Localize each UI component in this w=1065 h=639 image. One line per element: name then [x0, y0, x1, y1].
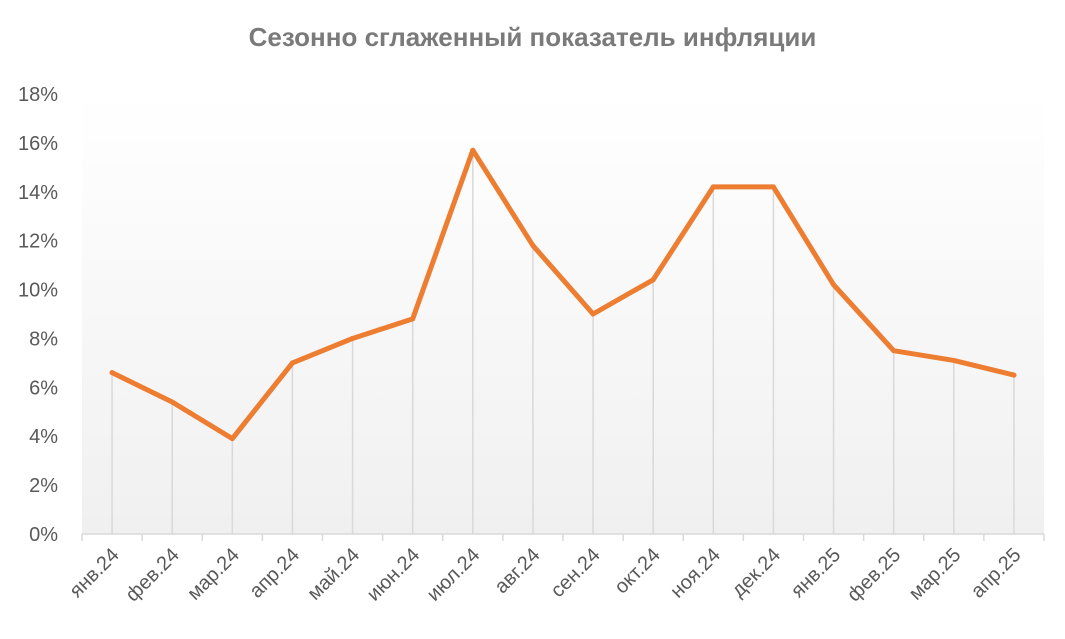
data-point [109, 370, 115, 376]
x-tick-label: мар.25 [905, 544, 966, 605]
data-point [710, 184, 716, 190]
chart-title: Сезонно сглаженный показатель инфляции [248, 22, 817, 52]
x-tick-label: ноя.24 [666, 544, 725, 603]
data-point [470, 147, 476, 153]
x-tick-label: апр.24 [245, 544, 304, 603]
y-axis-labels: 0% 2% 4% 6% 8% 10% 12% 14% 16% 18% [18, 84, 58, 546]
y-tick-label: 8% [29, 328, 58, 350]
y-tick-label: 12% [18, 231, 58, 253]
data-point [770, 184, 776, 190]
y-tick-label: 16% [18, 133, 58, 155]
data-point [650, 277, 656, 283]
x-tick-label: мар.24 [183, 544, 244, 605]
data-point [229, 436, 235, 442]
y-tick-label: 0% [29, 524, 58, 546]
plot-area [82, 94, 1044, 534]
x-tick-label: окт.24 [610, 544, 664, 598]
x-tick-label: фев.25 [843, 544, 905, 606]
data-point [530, 243, 536, 249]
x-axis-ticks [81, 534, 1045, 541]
data-point [350, 335, 356, 341]
x-tick-label: апр.25 [967, 544, 1026, 603]
data-point [590, 311, 596, 317]
data-point [1011, 372, 1017, 378]
x-tick-label: дек.24 [727, 544, 785, 602]
y-tick-label: 6% [29, 377, 58, 399]
data-point [951, 357, 957, 363]
data-point [169, 399, 175, 405]
y-tick-label: 10% [18, 280, 58, 302]
x-tick-label: июл.24 [423, 544, 485, 606]
x-tick-label: сен.24 [547, 544, 605, 602]
series-line [109, 147, 1017, 442]
x-tick-label: янв.24 [65, 544, 123, 602]
data-point [831, 282, 837, 288]
x-tick-label: июн.24 [363, 544, 425, 606]
x-tick-label: янв.25 [787, 544, 845, 602]
data-points [109, 147, 1017, 442]
y-tick-label: 14% [18, 182, 58, 204]
x-tick-label: май.24 [303, 544, 364, 605]
y-tick-label: 4% [29, 426, 58, 448]
data-point [410, 316, 416, 322]
drop-lines [111, 150, 1015, 534]
data-point [289, 360, 295, 366]
y-tick-label: 2% [29, 475, 58, 497]
x-tick-label: фев.24 [121, 544, 183, 606]
y-tick-label: 18% [18, 84, 58, 106]
x-tick-label: авг.24 [490, 544, 544, 598]
data-point [891, 348, 897, 354]
